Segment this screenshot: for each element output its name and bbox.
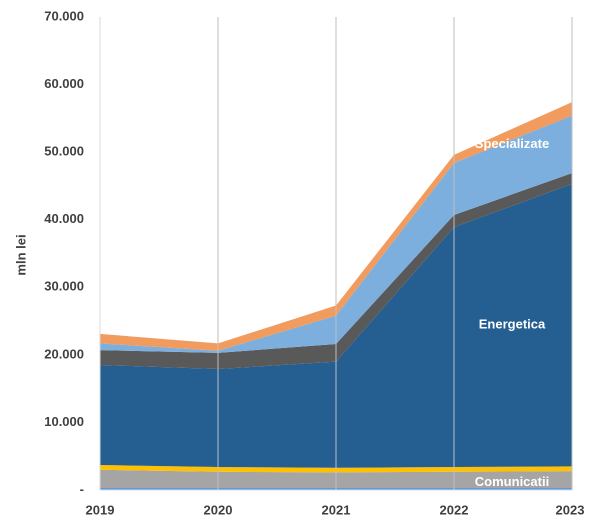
y-axis-label: mln lei — [13, 234, 28, 275]
series-label: Energetica — [479, 317, 546, 332]
x-tick-label: 2021 — [322, 502, 351, 517]
series-label: Specializate — [475, 136, 549, 151]
area — [100, 102, 572, 351]
series-label: Comunicatii — [475, 474, 549, 489]
y-tick-label: 60.000 — [44, 76, 84, 91]
y-tick-label: - — [80, 481, 84, 496]
y-tick-label: 30.000 — [44, 279, 84, 294]
y-tick-label: 10.000 — [44, 414, 84, 429]
x-tick-label: 2019 — [86, 502, 115, 517]
x-tick-label: 2023 — [556, 502, 585, 517]
x-tick-label: 2022 — [440, 502, 469, 517]
x-tick-label: 2020 — [204, 502, 233, 517]
y-tick-label: 40.000 — [44, 211, 84, 226]
y-tick-label: 50.000 — [44, 144, 84, 159]
y-tick-label: 70.000 — [44, 8, 84, 23]
y-tick-label: 20.000 — [44, 346, 84, 361]
